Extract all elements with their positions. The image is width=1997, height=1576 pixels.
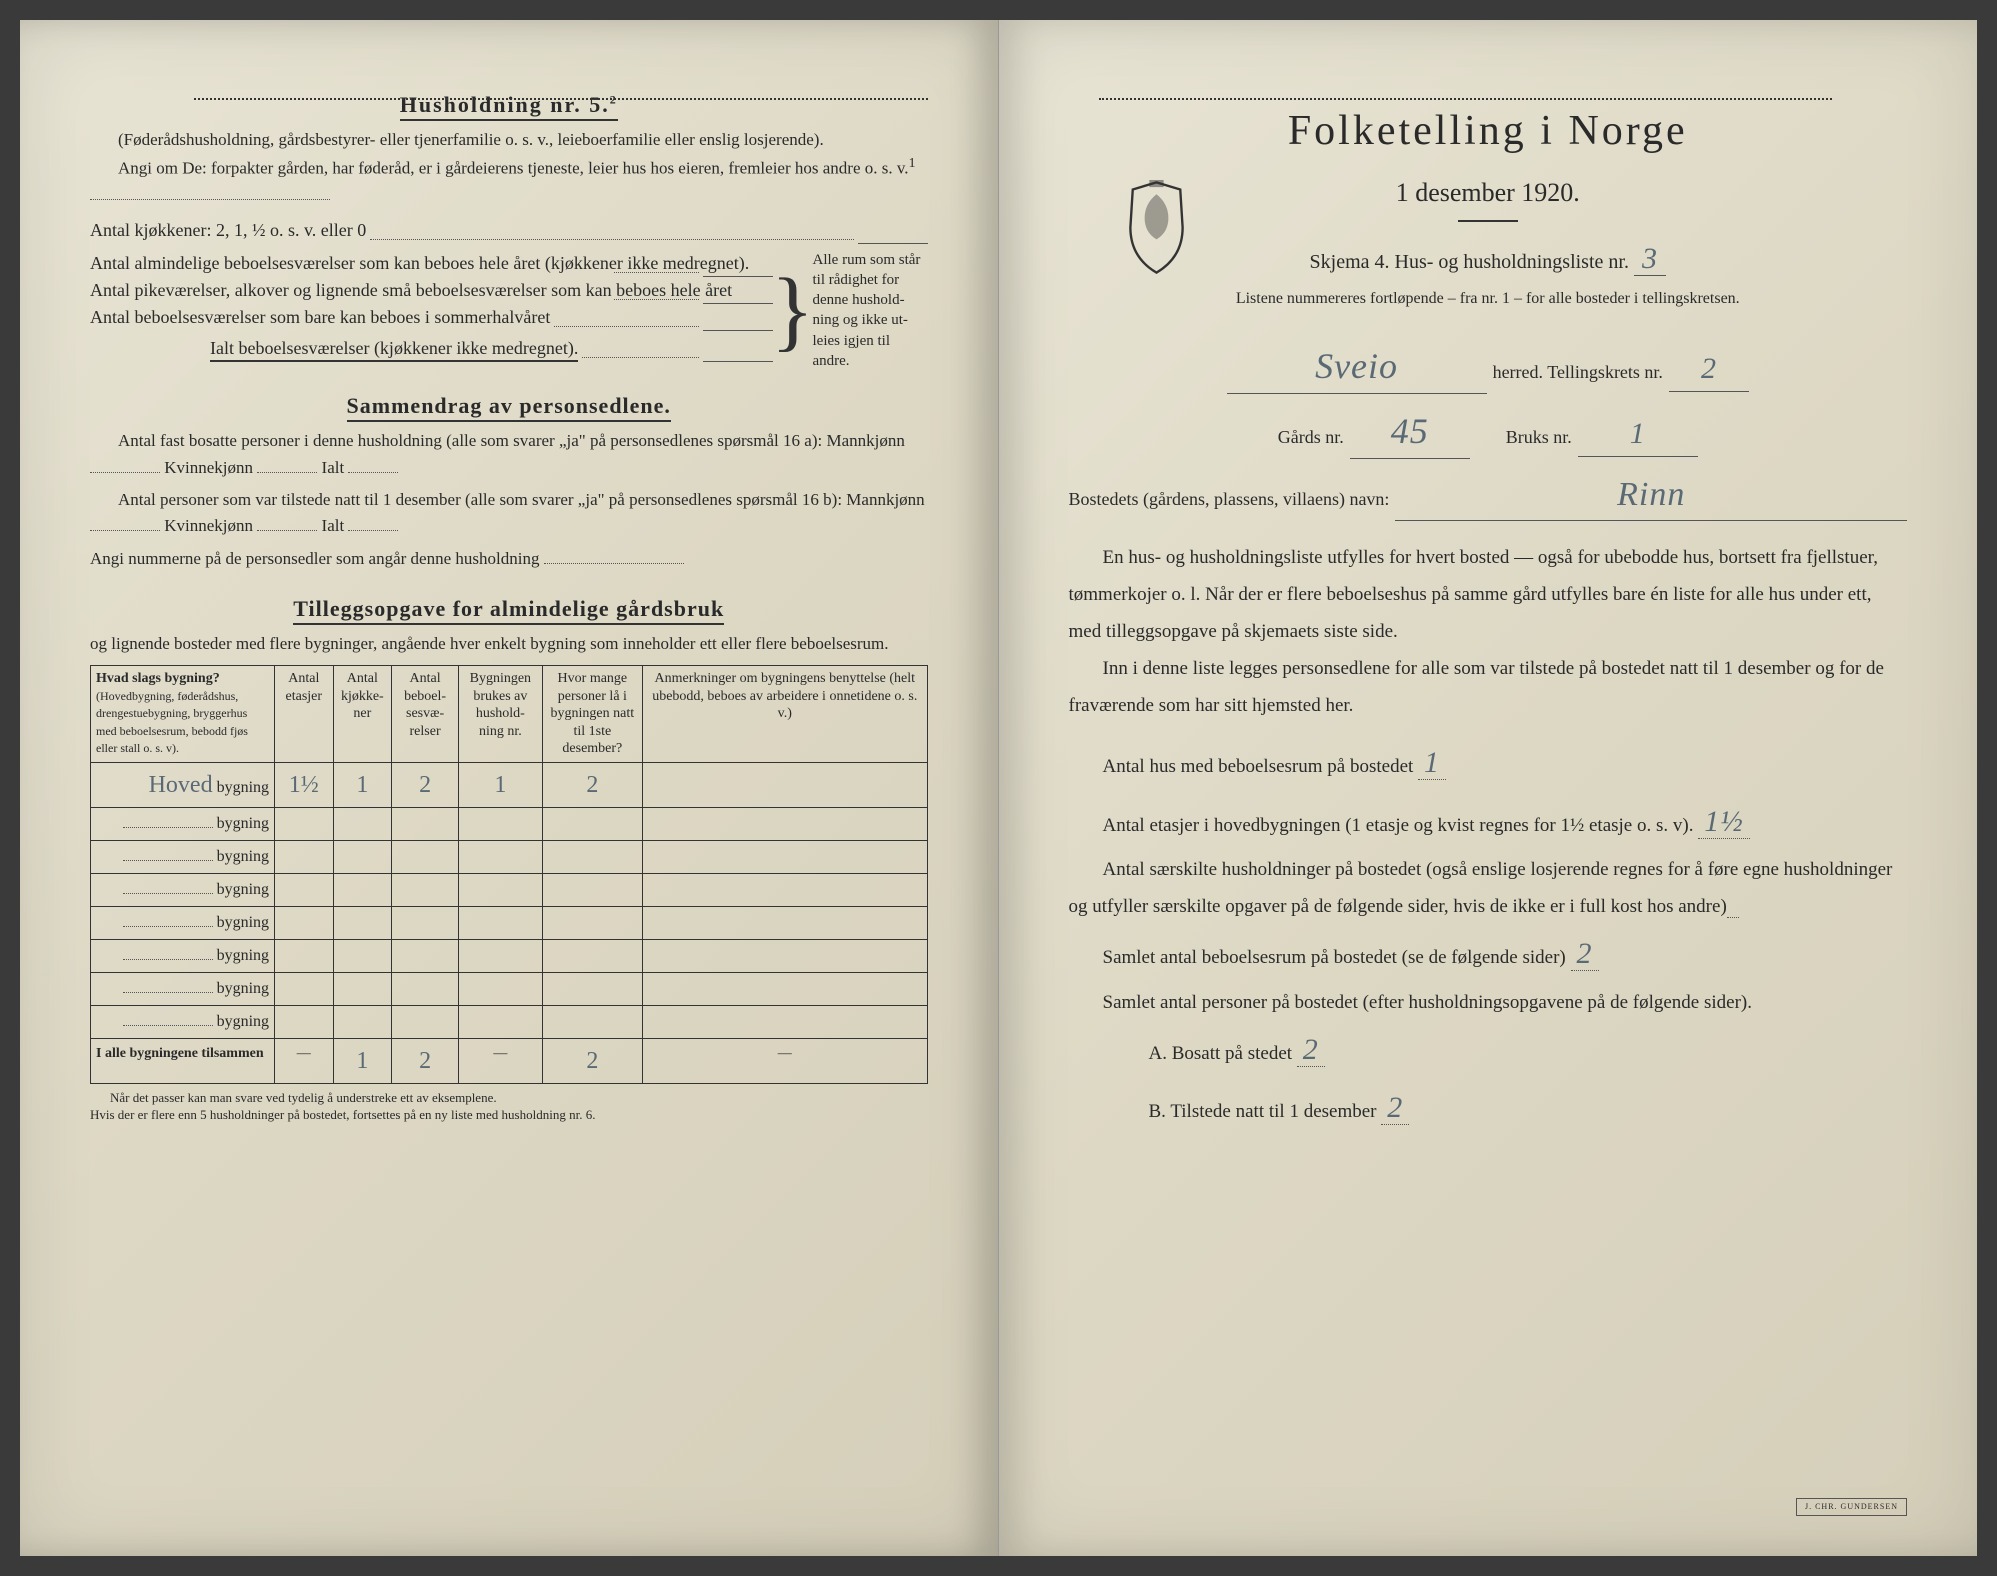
list-note: Listene nummereres fortløpende – fra nr.… xyxy=(1069,287,1908,311)
curly-brace-icon: } xyxy=(783,250,803,372)
rooms-bracket-block: Antal almindelige beboelsesværelser som … xyxy=(90,250,928,372)
bosted-label: Bostedets (gårdens, plassens, villaens) … xyxy=(1069,486,1390,513)
th-bygning: Hvad slags bygning? xyxy=(96,671,220,686)
hw-a: 2 xyxy=(1297,1033,1325,1067)
bruks-label: Bruks nr. xyxy=(1506,424,1572,451)
husholdning-title: Husholdning nr. 5.2 xyxy=(90,88,928,121)
gards-line: Gårds nr. 45 Bruks nr. 1 xyxy=(1069,404,1908,459)
cell-hush: 1 xyxy=(459,762,543,807)
sammendrag-body: Antal fast bosatte personer i denne hush… xyxy=(90,428,928,572)
cell-pers: 2 xyxy=(542,762,642,807)
hw-bosted: Rinn xyxy=(1395,469,1907,521)
kitchens-row: Antal kjøkkener: 2, 1, ½ o. s. v. eller … xyxy=(90,217,928,244)
subtitle-block: (Føderådshusholdning, gårdsbestyrer- ell… xyxy=(90,127,928,209)
herred-label: herred. Tellingskrets nr. xyxy=(1493,359,1663,386)
table-row: bygning xyxy=(91,939,928,972)
sammen-c: Angi nummerne på de personsedler som ang… xyxy=(90,549,539,568)
tillegg-sub: og lignende bosteder med flere bygninger… xyxy=(90,631,928,657)
hw-gards: 45 xyxy=(1350,404,1470,459)
cell-etasjer: 1½ xyxy=(275,762,334,807)
sammen-ialt: Ialt xyxy=(322,458,345,477)
tot-etasjer: — xyxy=(275,1038,334,1083)
tot-anm: — xyxy=(643,1038,927,1083)
hw-bruks: 1 xyxy=(1578,411,1698,457)
cell-anm xyxy=(643,762,927,807)
q-a: A. Bosatt på stedet xyxy=(1149,1043,1293,1064)
husholdning-title-text: Husholdning nr. 5. xyxy=(400,92,610,117)
table-row: bygning xyxy=(91,807,928,840)
main-date: 1 desember 1920. xyxy=(1069,173,1908,212)
bracket-side-note: Alle rum som står til rådighet for denne… xyxy=(813,250,928,372)
hw-hus: 1 xyxy=(1418,746,1446,780)
perforation-dots xyxy=(194,98,927,100)
para-1: En hus- og husholdningsliste utfylles fo… xyxy=(1069,539,1908,650)
main-title: Folketelling i Norge xyxy=(1069,100,1908,163)
subtitle-2: Angi om De: forpakter gården, har føderå… xyxy=(90,153,928,208)
table-row: bygning xyxy=(91,972,928,1005)
hw-hoved: Hoved xyxy=(149,772,213,798)
table-row: bygning xyxy=(91,906,928,939)
bosted-line: Bostedets (gårdens, plassens, villaens) … xyxy=(1069,469,1908,521)
document-spread: Husholdning nr. 5.2 (Føderådshusholdning… xyxy=(20,20,1977,1556)
tot-pers: 2 xyxy=(542,1038,642,1083)
th-etasjer: Antal etasjer xyxy=(275,666,334,763)
left-page: Husholdning nr. 5.2 (Føderådshusholdning… xyxy=(20,20,999,1556)
q-hush: Antal særskilte husholdninger på bostede… xyxy=(1069,859,1893,917)
perforation-dots xyxy=(1099,98,1833,100)
sammendrag-title: Sammendrag av personsedlene. xyxy=(90,389,928,422)
totals-label: I alle bygningene tilsammen xyxy=(91,1038,275,1083)
tot-kjokken: 1 xyxy=(333,1038,392,1083)
table-row: bygning xyxy=(91,1005,928,1038)
hw-etasjer: 1½ xyxy=(1698,805,1750,839)
tot-hush: — xyxy=(459,1038,543,1083)
q-persons: Samlet antal personer på bostedet (efter… xyxy=(1103,992,1752,1013)
q-hus: Antal hus med beboelsesrum på bostedet xyxy=(1103,756,1414,777)
left-footnote: Når det passer kan man svare ved tydelig… xyxy=(90,1090,928,1124)
cell-kjokken: 1 xyxy=(333,762,392,807)
table-row: Hoved bygning 1½ 1 2 1 2 xyxy=(91,762,928,807)
hw-herred: Sveio xyxy=(1227,339,1487,394)
rooms-line-c: Antal beboelsesværelser som bare kan beb… xyxy=(90,304,550,331)
question-block: Antal hus med beboelsesrum på bostedet 1… xyxy=(1069,734,1908,1138)
rooms-line-a: Antal almindelige beboelsesværelser som … xyxy=(90,250,610,277)
herred-line: Sveio herred. Tellingskrets nr. 2 xyxy=(1069,339,1908,394)
para-2: Inn i denne liste legges personsedlene f… xyxy=(1069,650,1908,724)
tot-vaer: 2 xyxy=(392,1038,459,1083)
buildings-table: Hvad slags bygning? (Hovedbygning, føderå… xyxy=(90,665,928,1084)
gards-label: Gårds nr. xyxy=(1278,424,1344,451)
rooms-sum-label: Ialt beboelsesværelser (kjøkkener ikke m… xyxy=(210,338,578,362)
sammen-a: Antal fast bosatte personer i denne hush… xyxy=(118,431,905,450)
kitchens-label: Antal kjøkkener: 2, 1, ½ o. s. v. eller … xyxy=(90,217,366,244)
th-vaer: Antal beboel-sesvæ-relser xyxy=(392,666,459,763)
q-etasjer: Antal etasjer i hovedbygningen (1 etasje… xyxy=(1103,815,1694,836)
hw-krets: 2 xyxy=(1669,346,1749,392)
right-page: Folketelling i Norge 1 desember 1920. Sk… xyxy=(999,20,1978,1556)
th-anm: Anmerkninger om bygningens benyttelse (h… xyxy=(643,666,927,763)
q-b: B. Tilstede natt til 1 desember xyxy=(1149,1101,1377,1122)
q-rooms: Samlet antal beboelsesrum på bostedet (s… xyxy=(1103,947,1566,968)
title-rule xyxy=(1458,220,1518,222)
hw-skjema-nr: 3 xyxy=(1634,242,1666,276)
cell-vaer: 2 xyxy=(392,762,459,807)
rooms-line-b: Antal pikeværelser, alkover og lignende … xyxy=(90,277,610,304)
sammen-kvinne: Kvinnekjønn xyxy=(164,458,253,477)
th-bygning-sub: (Hovedbygning, føderådshus, drengestueby… xyxy=(96,689,248,756)
skjema-line: Skjema 4. Hus- og husholdningsliste nr. … xyxy=(1069,236,1908,281)
th-kjokken: Antal kjøkke-ner xyxy=(333,666,392,763)
subtitle-1: (Føderådshusholdning, gårdsbestyrer- ell… xyxy=(90,127,928,153)
sammen-b: Antal personer som var tilstede natt til… xyxy=(118,490,925,509)
hw-b: 2 xyxy=(1381,1091,1409,1125)
tillegg-title: Tilleggsopgave for almindelige gårdsbruk xyxy=(90,592,928,625)
table-row: bygning xyxy=(91,873,928,906)
hw-rooms: 2 xyxy=(1571,937,1599,971)
coat-of-arms-icon xyxy=(1119,180,1194,275)
printer-stamp: J. CHR. GUNDERSEN xyxy=(1796,1498,1907,1516)
table-totals-row: I alle bygningene tilsammen — 1 2 — 2 — xyxy=(91,1038,928,1083)
th-pers: Hvor mange personer lå i bygningen natt … xyxy=(542,666,642,763)
table-row: bygning xyxy=(91,840,928,873)
th-hush: Bygningen brukes av hushold-ning nr. xyxy=(459,666,543,763)
